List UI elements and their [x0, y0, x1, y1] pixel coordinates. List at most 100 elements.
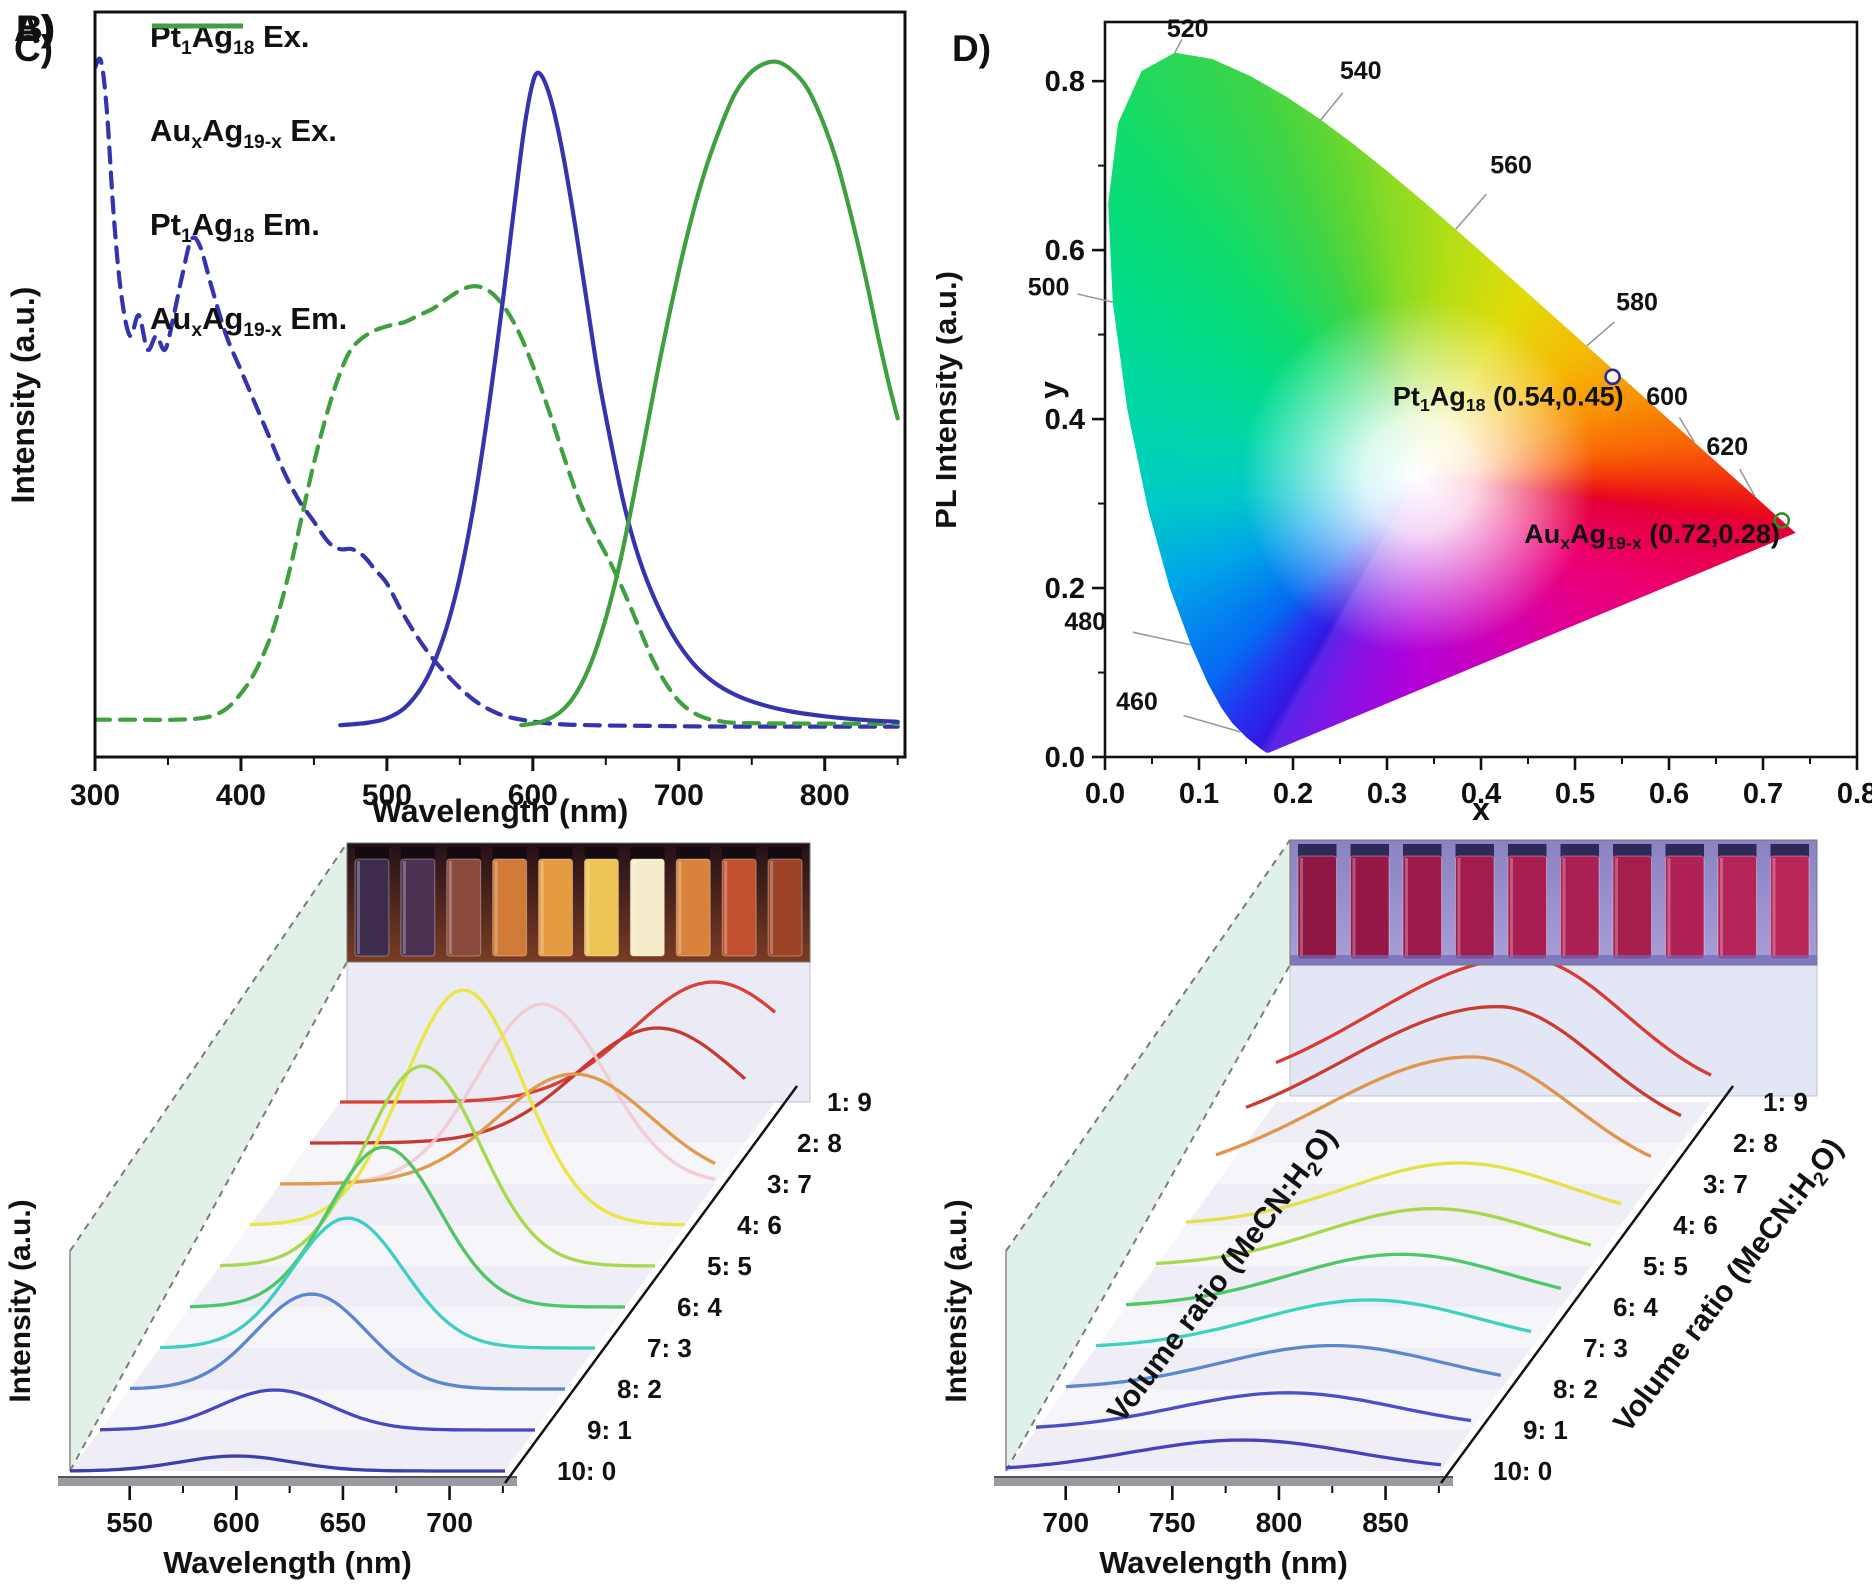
row-label-7: 3: 7: 3 [1583, 1333, 1628, 1363]
legend-item-3: AuxAg19-x Em. [150, 23, 348, 342]
cie-point-AuxAg19-x [1773, 512, 1791, 529]
legend-label-0: Pt1Ag18 Ex. [150, 19, 310, 60]
front-axis-rail [58, 1477, 517, 1486]
row-label-10: 0: 10: 0 [557, 1456, 616, 1486]
row-floor-4: 6 [1156, 1225, 1621, 1266]
cuvette-liquid [1507, 855, 1547, 960]
row-floor-3: 7 [250, 1184, 715, 1225]
legend-item-2: Pt1Ag18 Em. [150, 23, 347, 248]
row-floor-5: 5 [190, 1266, 655, 1307]
x-tick-label: 500 [362, 779, 412, 812]
x-axis-title: Wavelength (nm) [372, 793, 629, 829]
photo-strip [346, 842, 811, 963]
cie-point-Pt1Ag18 [1604, 368, 1621, 386]
row-floor-8: 2 [1036, 1389, 1501, 1430]
panel-a-plot: 300 400 500 600 700 800 Intensity (a.u.) Wavele… [5, 10, 907, 829]
wavelength-leader [1455, 193, 1487, 230]
y-tick-label: 0.6 [1045, 235, 1085, 267]
cuvette-highlight [1667, 858, 1671, 957]
depth-axis [1439, 1085, 1735, 1484]
row-curve-3: 7 [1215, 1055, 1652, 1158]
row-label-3: 7: 3: 7 [1703, 1169, 1748, 1199]
cuvette-liquid [629, 858, 665, 957]
y-axis-title: Intensity (a.u.) [940, 1199, 973, 1402]
panel-a-legend: Pt1Ag18 Ex. AuxAg19-x Ex. Pt1Ag18 Em. AuxAg… [150, 19, 348, 396]
cuvette-liquid [675, 858, 711, 957]
cuvette-highlight [678, 861, 682, 954]
row-label-2: 8: 2: 8 [797, 1128, 842, 1158]
wavelength-leader [1183, 714, 1241, 733]
back-wall [1289, 964, 1818, 1097]
wavelength-leader [1132, 631, 1191, 646]
row-floor-7: 3 [1066, 1348, 1531, 1389]
plot-border [93, 10, 907, 759]
wavelength-leader [1320, 92, 1344, 121]
x-tick-label: 650 [320, 1507, 367, 1538]
left-wall [70, 843, 347, 1471]
cuvette-liquid [538, 858, 573, 957]
panel-b-letter: B) [16, 8, 56, 49]
cuvette-highlight [1457, 858, 1461, 957]
x-tick-label: 700 [426, 1507, 473, 1538]
row-curve-9: 1 [1035, 1391, 1472, 1429]
panel-a: 300 400 500 600 700 800 Intensity (a.u.) Wavele… [0, 0, 936, 830]
panel-b-plot: 0.0 0.1 0.2 0.3 0.4 0.5 0.6 0.7 0.8 0.0 0.2 0.4 0.6 0… [936, 15, 1872, 827]
curves-group [95, 56, 900, 729]
wavelength-label: 460 [1116, 688, 1158, 716]
x-tick-label: 850 [1362, 1507, 1409, 1538]
row-label-6: 4: 6: 4 [677, 1292, 722, 1322]
row-label-3: 7: 3: 7 [767, 1169, 812, 1199]
cuvette-highlight [1352, 858, 1356, 957]
x-tick-label: 600 [213, 1507, 260, 1538]
row-curve-10: 0 [70, 1454, 505, 1473]
row-floor-1: 9 [310, 1102, 775, 1143]
wavelength-label: 520 [1167, 15, 1209, 43]
y-tick-label: 0.2 [1045, 573, 1085, 605]
wavelength-leader [1077, 293, 1113, 303]
row-label-9: 1: 9: 1 [587, 1415, 632, 1445]
photo-strip [1289, 839, 1818, 966]
x-tick-label: 0.4 [1461, 778, 1501, 810]
projection-line-bottom [1005, 964, 1291, 1472]
x-tick-label: 750 [1149, 1507, 1196, 1538]
legend-label-3: AuxAg19-x Em. [150, 301, 348, 342]
x-tick-label: 0.7 [1743, 778, 1783, 810]
left-wall [1006, 840, 1290, 1471]
pl-intensity-title: PL Intensity (a.u.) [936, 271, 963, 529]
row-floor-4: 6 [220, 1225, 685, 1266]
x-tick-label: 0.6 [1649, 778, 1689, 810]
panel-a-letter: A) [14, 8, 54, 49]
x-tick-label: 0.3 [1367, 778, 1407, 810]
cuvette-liquid [354, 858, 390, 957]
cuvette-liquid [1350, 855, 1390, 960]
row-curve-7: 3 [1095, 1298, 1532, 1348]
x-tick-label: 800 [1256, 1507, 1303, 1538]
cuvette-liquid [400, 858, 436, 957]
cuvette-highlight [540, 861, 544, 954]
x-tick-label: 600 [508, 779, 558, 812]
row-curve-4: 6 [1185, 1161, 1622, 1224]
panel-c-letter: C) [14, 28, 54, 69]
series-AuxAg19-x Em. [519, 59, 900, 728]
row-floor-2: 8 [280, 1143, 745, 1184]
wavelength-label: 480 [1064, 608, 1106, 636]
panel-d-letter: D) [952, 28, 992, 69]
cuvette-highlight [357, 861, 360, 954]
wavelength-label: 560 [1490, 152, 1532, 180]
row-floor-5: 5 [1126, 1266, 1591, 1307]
cuvette-highlight [632, 861, 636, 954]
cuvette-liquid [446, 858, 482, 957]
cuvette-highlight [1510, 858, 1513, 957]
wavelength-leader [1739, 468, 1756, 497]
series-AuxAg19-x Ex. [95, 284, 900, 726]
cuvette-highlight [1562, 858, 1566, 957]
cie-diagram [1105, 22, 1857, 757]
depth-axis [503, 1085, 799, 1484]
wavelength-label: 500 [1028, 273, 1070, 301]
x-tick-label: 400 [216, 779, 266, 812]
wavelength-leader [1586, 321, 1615, 347]
cuvette-highlight [1772, 858, 1776, 957]
row-label-9: 1: 9: 1 [1523, 1415, 1568, 1445]
y-axis-title: y [1033, 381, 1069, 399]
